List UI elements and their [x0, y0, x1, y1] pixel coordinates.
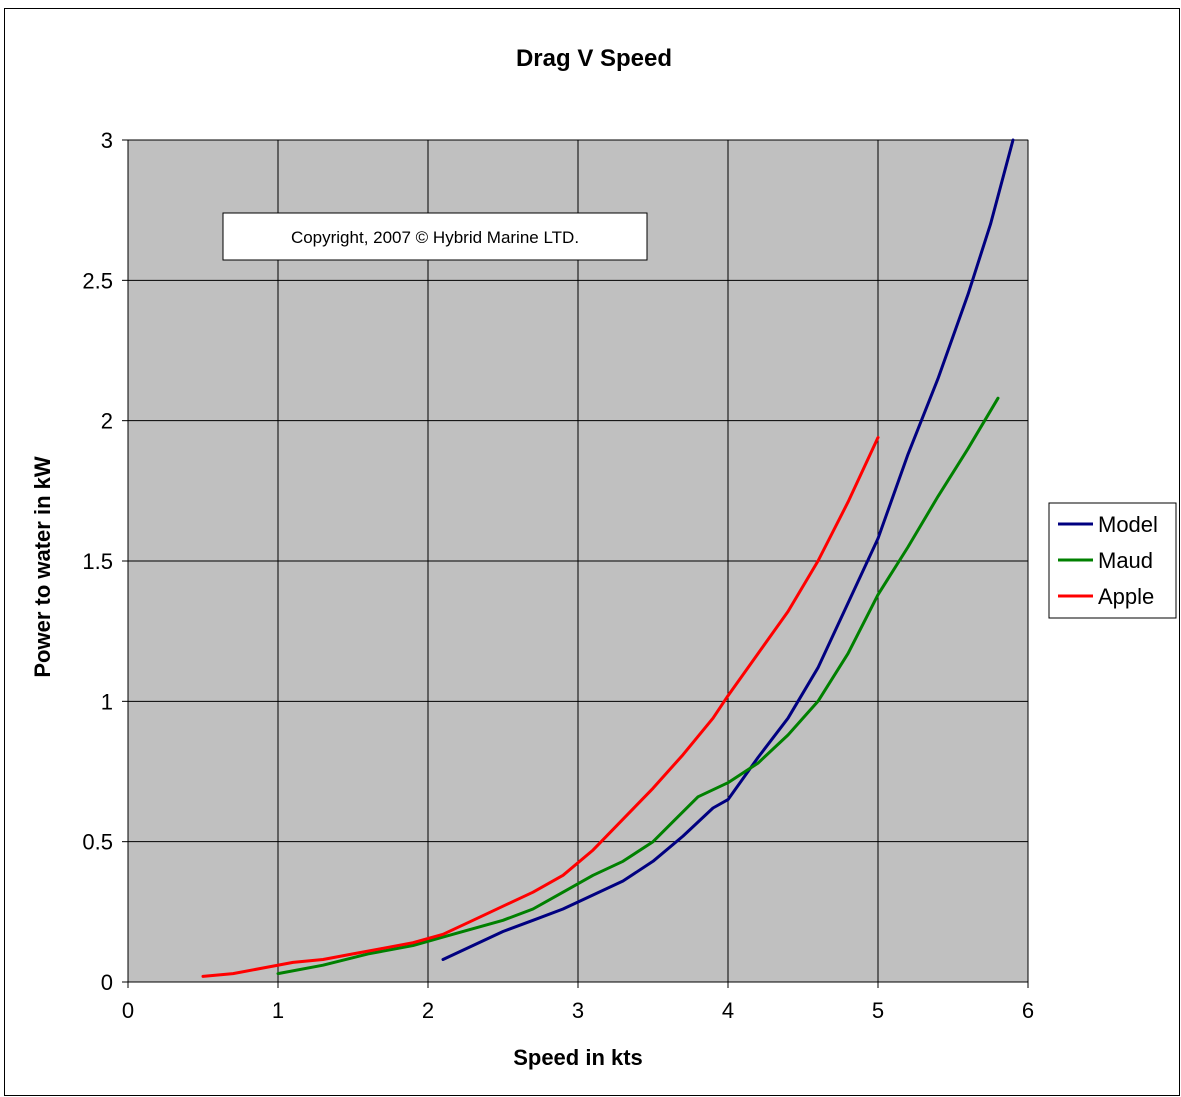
copyright-text: Copyright, 2007 © Hybrid Marine LTD. — [291, 228, 579, 247]
y-axis-label: Power to water in kW — [30, 456, 55, 677]
x-tick-label: 0 — [122, 998, 134, 1023]
legend-label-maud: Maud — [1098, 548, 1153, 573]
legend: Model Maud Apple — [1048, 502, 1177, 619]
series-line-maud — [276, 396, 1000, 976]
x-tick-label: 2 — [422, 998, 434, 1023]
y-axis-ticks: 0 0.5 1 1.5 2 2.5 3 — [82, 128, 128, 995]
x-tick-label: 4 — [722, 998, 734, 1023]
y-tick-label: 0.5 — [82, 830, 113, 855]
y-tick-label: 2.5 — [82, 268, 113, 293]
y-tick-label: 1.5 — [82, 549, 113, 574]
legend-label-apple: Apple — [1098, 584, 1154, 609]
x-tick-label: 1 — [272, 998, 284, 1023]
chart-title: Drag V Speed — [516, 45, 672, 72]
x-axis-ticks: 0 1 2 3 4 5 6 — [122, 982, 1034, 1023]
x-axis-label: Speed in kts — [513, 1045, 643, 1070]
x-tick-label: 5 — [872, 998, 884, 1023]
y-tick-label: 0 — [101, 970, 113, 995]
copyright-note: Copyright, 2007 © Hybrid Marine LTD. — [222, 212, 648, 261]
y-tick-label: 1 — [101, 689, 113, 714]
y-tick-label: 2 — [101, 409, 113, 434]
x-tick-label: 3 — [572, 998, 584, 1023]
legend-label-model: Model — [1098, 512, 1158, 537]
x-tick-label: 6 — [1022, 998, 1034, 1023]
series-lines — [201, 138, 1015, 978]
y-tick-label: 3 — [101, 128, 113, 153]
series-line-apple — [201, 436, 880, 978]
series-line-model — [441, 138, 1015, 961]
